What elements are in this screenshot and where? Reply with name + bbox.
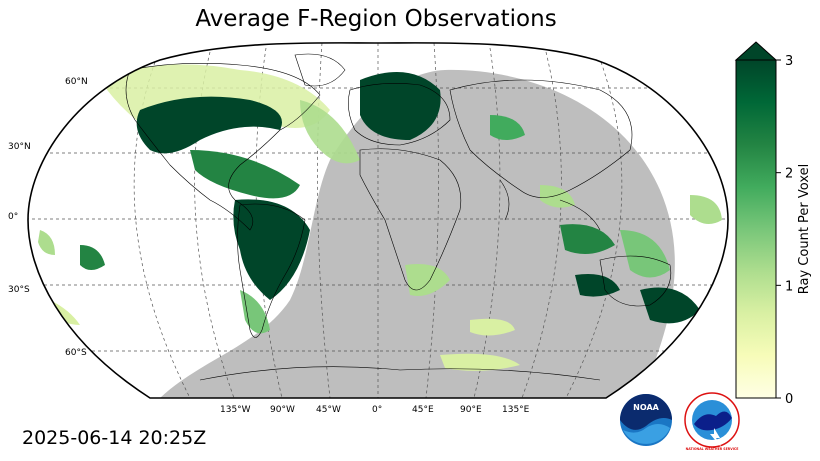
colorbar-label: Ray Count Per Voxel: [797, 164, 812, 294]
lat-label-0: 0°: [8, 212, 18, 222]
lon-label-0: 0°: [372, 405, 382, 415]
lon-label-135w: 135°W: [220, 405, 251, 415]
map-title: Average F-Region Observations: [195, 6, 557, 32]
coastlines: [125, 53, 672, 381]
lon-label-45w: 45°W: [316, 405, 341, 415]
lon-label-45e: 45°E: [412, 405, 434, 415]
lon-label-135e: 135°E: [502, 405, 530, 415]
timestamp: 2025-06-14 20:25Z: [22, 427, 207, 449]
colorbar-tick-label: 3: [785, 54, 793, 69]
nws-logo: NATIONAL WEATHER SERVICE: [684, 392, 740, 451]
colorbar-tick-label: 1: [785, 279, 793, 294]
nws-logo-text: NATIONAL WEATHER SERVICE: [686, 447, 739, 451]
agency-logos: NOAA NATIONAL WEATHER SERVICE: [620, 392, 740, 451]
colorbar-tick-label: 0: [785, 392, 793, 407]
lat-label-30n: 30°N: [8, 142, 31, 152]
globe-outline: [27, 42, 729, 399]
lat-label-60n: 60°N: [65, 77, 88, 87]
colorbar-tick-label: 2: [785, 167, 793, 182]
lon-label-90w: 90°W: [270, 405, 295, 415]
observation-density: [38, 64, 722, 371]
lat-label-30s: 30°S: [8, 285, 30, 295]
colorbar-ticks: 0 1 2 3: [776, 54, 793, 407]
noaa-logo-text: NOAA: [633, 403, 659, 412]
lon-label-90e: 90°E: [460, 405, 482, 415]
ionosphere-map: 60°N 30°N 0° 30°S 60°S 135°W 90°W 45°W 0…: [8, 42, 729, 415]
noaa-logo: NOAA: [620, 394, 672, 446]
lat-label-60s: 60°S: [65, 348, 87, 358]
